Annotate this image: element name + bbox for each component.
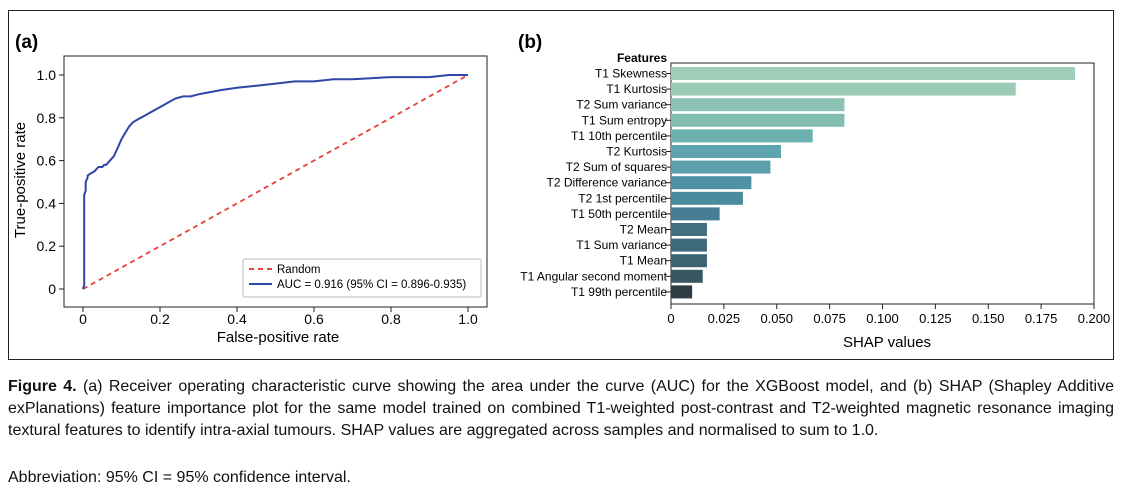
x-tick-label: 0.025 (708, 311, 741, 326)
x-tick-label: 0.050 (760, 311, 793, 326)
y-tick-label: 1.0 (37, 67, 57, 83)
shap-bar (671, 238, 707, 252)
roc-curve (82, 74, 468, 290)
legend-box (242, 258, 482, 298)
caption-text: (a) Receiver operating characteristic cu… (8, 378, 1115, 439)
roc-legend: Random AUC = 0.916 (95% CI = 0.896-0.935) (242, 258, 482, 298)
legend-label: AUC = 0.916 (95% CI = 0.896-0.935) (277, 279, 466, 291)
feature-label: T1 50th percentile (571, 207, 667, 221)
y-tick-label: 0.4 (37, 195, 57, 211)
x-tick-label: 0.150 (972, 311, 1005, 326)
feature-label: T1 Sum variance (576, 238, 667, 252)
x-tick-label: 0.8 (381, 311, 401, 327)
y-tick-label: 0.2 (37, 238, 57, 254)
roc-axis-ticks: 0 0.2 0.4 0.6 0.8 1.0 0 0.2 0.4 0.6 0.8 1.0 (37, 67, 478, 327)
x-tick-label: 0.4 (227, 311, 247, 327)
x-tick-label: 0.175 (1025, 311, 1058, 326)
x-tick-label: 0 (79, 311, 87, 327)
shap-bar (671, 207, 720, 221)
x-tick-label: 0.100 (866, 311, 899, 326)
shap-bar (671, 145, 781, 158)
shap-bar (671, 176, 752, 190)
shap-features-header: Features (617, 51, 667, 65)
caption-label: Figure 4. (8, 378, 77, 395)
panel-a-label: (a) (15, 32, 38, 53)
y-tick-label: 0.6 (37, 153, 57, 169)
shap-bar (671, 191, 743, 205)
abbreviation-note: Abbreviation: 95% CI = 95% confidence in… (8, 469, 351, 486)
shap-axis-ticks: 0 0.025 0.050 0.075 0.100 0.125 0.150 0.175 0.20… (667, 304, 1110, 326)
legend-label: Random (277, 264, 320, 276)
feature-label: T2 Difference variance (546, 176, 667, 190)
shap-bar (671, 67, 1075, 80)
y-tick-label: 0 (48, 281, 56, 297)
feature-label: T1 Sum entropy (582, 113, 667, 127)
figure-caption: Figure 4. (a) Receiver operating charact… (8, 376, 1114, 442)
shap-bar (671, 129, 813, 143)
shap-bar (671, 285, 693, 299)
roc-chart: (a) 0 0.2 0.4 0.6 0.8 1.0 0 0.2 0.4 0.6 0.8 1.0 Fal… (12, 32, 488, 346)
feature-label: T2 Kurtosis (606, 145, 667, 159)
random-line (82, 74, 469, 290)
feature-label: T1 99th percentile (571, 285, 667, 299)
feature-label: T1 Angular second moment (520, 269, 667, 283)
roc-lines (82, 74, 469, 290)
feature-label: T2 Sum variance (576, 98, 667, 112)
y-tick-label: 0.8 (37, 110, 57, 126)
x-tick-label: 0 (667, 311, 674, 326)
shap-bar (671, 160, 771, 174)
feature-label: T1 Kurtosis (606, 82, 667, 96)
feature-label: T1 10th percentile (571, 129, 667, 143)
feature-label: T2 Sum of squares (566, 160, 667, 174)
roc-y-axis-label: True-positive rate (12, 122, 29, 238)
x-tick-label: 0.075 (813, 311, 846, 326)
shap-bar (671, 113, 845, 127)
x-tick-label: 0.125 (919, 311, 952, 326)
feature-label: T2 Mean (620, 223, 667, 237)
shap-x-axis-label: SHAP values (843, 334, 931, 351)
feature-label: T1 Mean (620, 254, 667, 268)
figure-charts: (a) 0 0.2 0.4 0.6 0.8 1.0 0 0.2 0.4 0.6 0.8 1.0 Fal… (12, 32, 1110, 351)
feature-label: T2 1st percentile (578, 191, 667, 205)
panel-b-label: (b) (518, 32, 542, 53)
shap-bar (671, 254, 707, 268)
shap-bar (671, 82, 1016, 96)
roc-plot-area (63, 55, 488, 308)
x-tick-label: 1.0 (458, 311, 478, 327)
shap-bar (671, 223, 707, 236)
shap-bar (671, 98, 845, 112)
feature-label: T1 Skewness (595, 67, 667, 81)
x-tick-label: 0.6 (304, 311, 324, 327)
shap-bar (671, 269, 703, 283)
x-tick-label: 0.2 (150, 311, 170, 327)
x-tick-label: 0.200 (1078, 311, 1111, 326)
roc-x-axis-label: False-positive rate (217, 329, 340, 346)
